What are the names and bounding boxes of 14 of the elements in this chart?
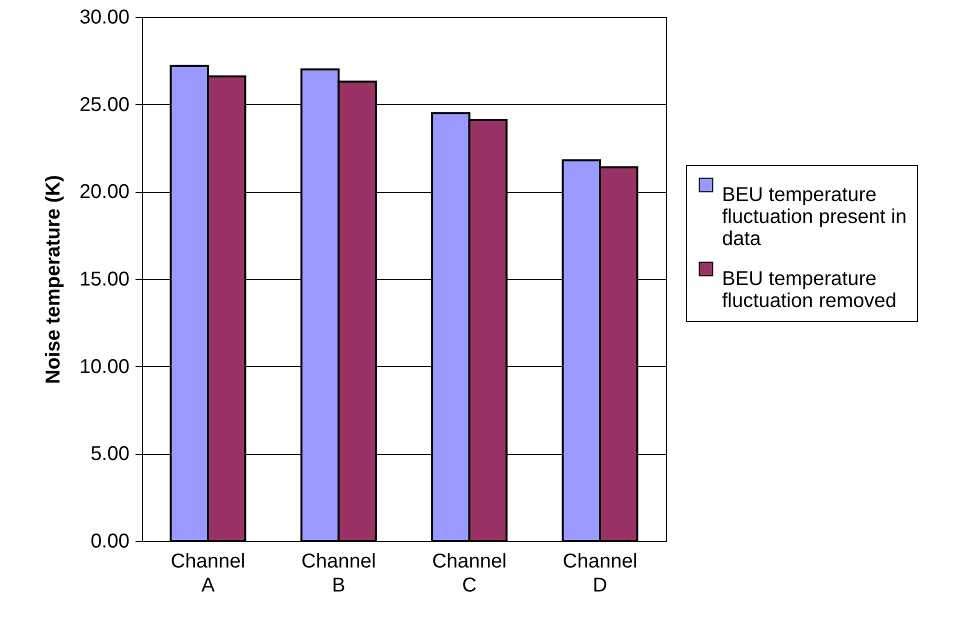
y-tick-label: 25.00	[79, 94, 130, 116]
y-tick-label: 30.00	[79, 6, 130, 28]
x-tick-label: Channel B	[301, 550, 376, 596]
y-tick-label: 0.00	[90, 530, 130, 552]
legend-label: BEU temperature fluctuation removed	[722, 268, 897, 312]
y-tick-label: 20.00	[79, 181, 130, 204]
x-tick-label: Channel D	[562, 550, 638, 596]
y-axis-title: Noise temperature (K)	[42, 175, 64, 384]
y-tick-label: 15.00	[79, 268, 130, 290]
legend-label: BEU temperature fluctuation present in data	[722, 184, 907, 250]
y-tick-label: 5.00	[90, 443, 130, 466]
x-tick-label: Channel A	[170, 550, 246, 596]
y-tick-label: 10.00	[79, 356, 130, 378]
x-tick-label: Channel C	[432, 550, 507, 596]
